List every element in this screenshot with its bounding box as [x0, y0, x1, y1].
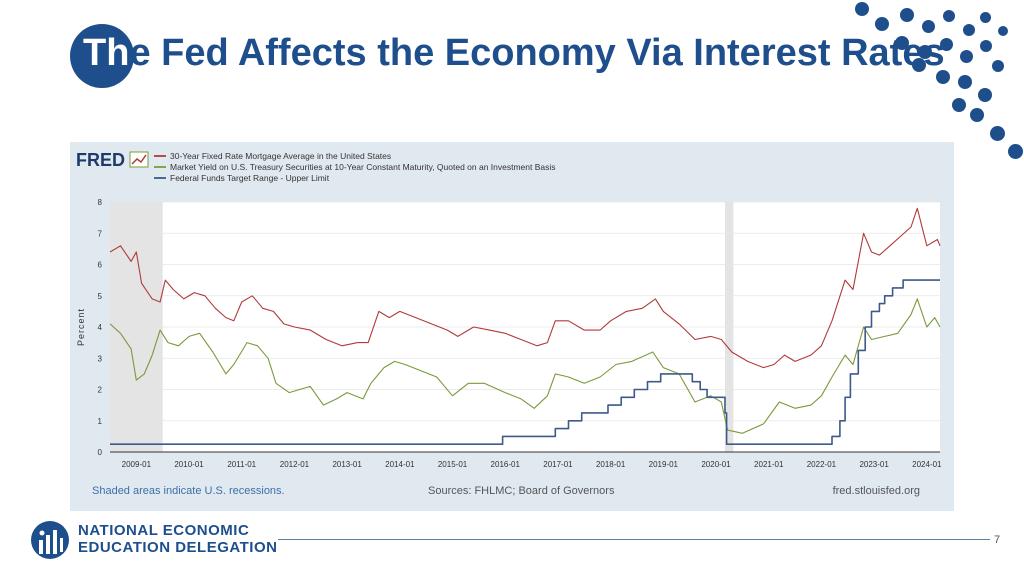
- y-tick-label: 1: [98, 417, 103, 426]
- legend-label: Market Yield on U.S. Treasury Securities…: [170, 162, 556, 172]
- x-tick-label: 2021-01: [754, 460, 784, 469]
- y-tick-label: 8: [98, 198, 103, 207]
- dot: [912, 58, 926, 72]
- dot: [952, 98, 966, 112]
- dot: [992, 60, 1004, 72]
- dot: [918, 45, 932, 59]
- y-tick-label: 0: [98, 448, 103, 457]
- slide-title: The Fed Affects the Economy Via Interest…: [83, 32, 945, 75]
- series-line-1: [109, 207, 941, 369]
- dot: [978, 88, 992, 102]
- fred-logo-text: FRED: [76, 150, 125, 170]
- dot: [963, 24, 975, 36]
- fred-logo-icon: [129, 151, 149, 168]
- sources-note: Sources: FHLMC; Board of Governors: [428, 485, 615, 497]
- series-lines: [109, 207, 941, 446]
- fred-logo: FRED: [76, 150, 149, 170]
- x-tick-label: 2015-01: [438, 460, 468, 469]
- x-tick-label: 2016-01: [491, 460, 521, 469]
- grid-lines: [110, 201, 940, 453]
- dot: [960, 50, 973, 63]
- x-tick-label: 2009-01: [122, 460, 152, 469]
- page-number: 7: [994, 534, 1001, 546]
- legend-label: Federal Funds Target Range - Upper Limit: [170, 173, 330, 183]
- nedd-logo: NATIONAL ECONOMIC EDUCATION DELEGATION: [30, 518, 277, 560]
- y-tick-label: 4: [98, 323, 103, 332]
- dot: [998, 26, 1008, 36]
- legend-label: 30-Year Fixed Rate Mortgage Average in t…: [170, 151, 391, 161]
- x-tick-label: 2012-01: [280, 460, 310, 469]
- fred-chart: FRED 30-Year Fixed Rate Mortgage Average…: [70, 142, 954, 511]
- dot: [940, 38, 953, 51]
- footer-divider: [278, 539, 990, 540]
- x-tick-label: 2022-01: [807, 460, 837, 469]
- x-tick-label: 2018-01: [596, 460, 626, 469]
- slide-title-first: Th: [83, 32, 130, 74]
- y-axis-label: Percent: [76, 308, 86, 346]
- recession-note: Shaded areas indicate U.S. recessions.: [92, 485, 285, 497]
- title-circle: [70, 24, 134, 88]
- y-tick-label: 7: [98, 229, 103, 238]
- y-tick-label: 3: [98, 354, 103, 363]
- org-name-line1: NATIONAL ECONOMIC: [78, 522, 250, 539]
- x-tick-label: 2023-01: [859, 460, 889, 469]
- fred-logo-spark: [131, 154, 147, 165]
- series-line-3: [110, 279, 940, 446]
- series-line-2: [109, 298, 941, 434]
- slide-title-rest: e Fed Affects the Economy Via Interest R…: [129, 32, 945, 74]
- nedd-logo-icon: [31, 521, 69, 559]
- x-tick-label: 2019-01: [649, 460, 679, 469]
- x-tick-label: 2014-01: [385, 460, 415, 469]
- dot: [900, 8, 914, 22]
- org-name-line2: EDUCATION DELEGATION: [78, 539, 278, 556]
- x-tick-labels: 2009-01 2010-01 2011-01 2012-01 2013-01 2014-…: [122, 460, 942, 469]
- x-tick-label: 2020-01: [701, 460, 731, 469]
- x-tick-label: 2013-01: [332, 460, 362, 469]
- chart-legend: 30-Year Fixed Rate Mortgage Average in t…: [154, 151, 556, 183]
- dot: [980, 40, 992, 52]
- x-tick-label: 2024-01: [912, 460, 942, 469]
- dot: [958, 75, 972, 89]
- x-tick-label: 2010-01: [174, 460, 204, 469]
- fred-url[interactable]: fred.stlouisfed.org: [833, 485, 920, 497]
- dot: [1008, 144, 1023, 159]
- y-tick-label: 5: [98, 292, 103, 301]
- dot: [990, 126, 1005, 141]
- x-tick-label: 2017-01: [543, 460, 573, 469]
- dot: [943, 10, 955, 22]
- dot: [895, 36, 909, 50]
- dot: [922, 20, 935, 33]
- x-tick-label: 2011-01: [227, 460, 256, 469]
- dot: [980, 12, 991, 23]
- decorative-dots: [840, 0, 1024, 170]
- chart-svg: FRED 30-Year Fixed Rate Mortgage Average…: [76, 150, 942, 497]
- y-tick-label: 6: [98, 261, 103, 270]
- dot: [936, 70, 950, 84]
- dot: [855, 2, 869, 16]
- dot: [970, 108, 984, 122]
- y-tick-labels: 0 1 2 3 4 5 6 7 8: [98, 198, 103, 457]
- y-tick-label: 2: [98, 386, 103, 395]
- dot: [875, 17, 889, 31]
